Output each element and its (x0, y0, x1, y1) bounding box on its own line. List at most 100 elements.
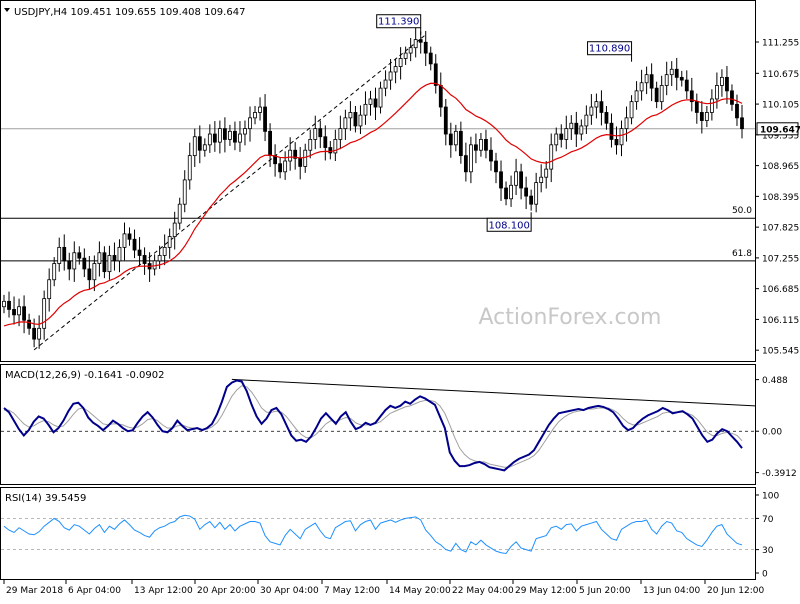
price-candle (730, 84, 734, 111)
price-candle (584, 105, 589, 135)
price-candle (358, 105, 363, 135)
price-candle (107, 245, 112, 280)
price-candle (669, 61, 674, 86)
price-candle (423, 30, 428, 67)
price-candle (413, 26, 418, 58)
price-panel-frame (0, 0, 756, 362)
peak-label: 108.100 (486, 212, 532, 232)
dropdown-triangle-icon[interactable] (4, 8, 10, 12)
peak-label: 110.890 (587, 41, 633, 62)
price-candle (725, 66, 729, 104)
price-candle (654, 81, 659, 109)
price-candle (559, 124, 564, 148)
price-candle (77, 246, 82, 265)
macd-panel-frame (0, 364, 756, 485)
price-candle (12, 296, 16, 325)
price-candle (122, 222, 127, 261)
price-candle (373, 87, 378, 120)
price-candle (37, 315, 42, 349)
price-candle (504, 181, 508, 206)
price-candle (82, 248, 87, 278)
price-tick-label: 111.255 (762, 39, 799, 49)
price-candle (453, 124, 458, 152)
price-candle (689, 77, 694, 112)
price-candle (323, 125, 328, 161)
watermark-text: ActionForex.com (479, 305, 662, 330)
price-candle (544, 161, 549, 189)
x-tick-label: 13 Apr 12:00 (134, 586, 193, 596)
price-candle (313, 115, 318, 150)
price-candle (524, 176, 529, 210)
price-candle (720, 69, 724, 97)
price-candle (604, 105, 609, 130)
price-candle (283, 151, 288, 180)
price-candle (398, 47, 403, 80)
price-candle (57, 237, 62, 272)
price-candle (659, 75, 664, 110)
price-candle (27, 313, 32, 335)
price-tick-label: 108.965 (762, 162, 799, 172)
price-candle (368, 90, 373, 116)
macd-tick-label: -0.3912 (762, 469, 797, 479)
price-candle (479, 132, 483, 157)
price-candle (363, 91, 368, 125)
price-candle (735, 94, 739, 126)
price-candle (489, 137, 493, 171)
price-candle (217, 120, 222, 154)
price-tick-label: 107.255 (762, 254, 799, 264)
price-candle (132, 229, 137, 259)
price-candle (318, 120, 323, 149)
price-candle (197, 125, 202, 164)
x-tick-label: 20 Jun 12:00 (707, 586, 764, 596)
price-tick-label: 110.675 (762, 70, 799, 80)
price-candle (62, 234, 67, 271)
x-tick-label: 29 Mar 2018 (6, 586, 63, 596)
rsi-line (3, 514, 743, 555)
price-candle (629, 95, 634, 125)
price-candle (569, 115, 574, 140)
price-candle (539, 164, 544, 193)
rsi-tick-label: 0 (762, 570, 768, 580)
price-candle (177, 197, 182, 230)
price-candle (509, 175, 513, 207)
price-candle (137, 237, 142, 266)
fib-level-label: 50.0 (732, 206, 752, 216)
price-candle (278, 157, 283, 179)
price-candle (2, 294, 6, 314)
price-candle (639, 69, 644, 101)
price-candle (47, 268, 52, 312)
price-candle (428, 46, 433, 71)
price-candle (338, 115, 343, 150)
price-candle (534, 172, 539, 213)
price-candle (740, 104, 744, 139)
rsi-panel-frame (0, 487, 756, 580)
price-tick-label: 110.105 (762, 101, 799, 111)
rsi-tick-label: 70 (762, 515, 774, 525)
price-candle (7, 291, 11, 318)
price-candle (22, 295, 26, 334)
price-candle (408, 37, 413, 62)
macd-series (1, 378, 756, 472)
price-candle (67, 252, 72, 281)
x-tick-label: 6 Apr 04:00 (68, 586, 121, 596)
price-candle (474, 133, 478, 164)
price-candle (574, 111, 579, 147)
price-candle (243, 120, 247, 146)
price-candle (288, 137, 293, 171)
price-tick-label: 108.395 (762, 193, 799, 203)
price-candle (393, 58, 398, 84)
price-candle (378, 81, 383, 114)
price-candle (102, 246, 107, 279)
price-candle (494, 152, 498, 184)
price-candle (167, 228, 172, 259)
price-candle (52, 257, 57, 287)
price-candle (207, 124, 212, 153)
price-candle (679, 70, 684, 87)
price-candle (649, 63, 654, 102)
price-candle (112, 242, 117, 271)
price-candle (579, 119, 584, 141)
price-candle (293, 142, 298, 170)
price-candle (519, 163, 524, 200)
